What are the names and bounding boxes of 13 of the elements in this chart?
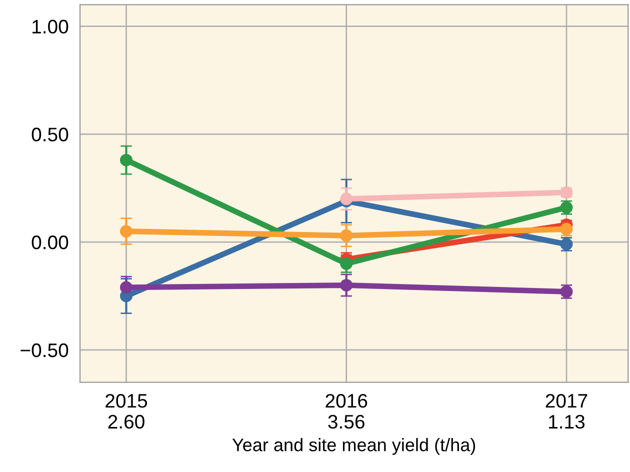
x-tick-label: 2015 2.60 bbox=[106, 394, 148, 429]
point bbox=[120, 154, 132, 166]
point bbox=[340, 229, 353, 242]
point bbox=[120, 281, 132, 294]
y-tick-label: −0.50 bbox=[20, 343, 68, 358]
y-tick-label: 1.00 bbox=[32, 20, 68, 34]
y-tick-label: 0.50 bbox=[32, 128, 68, 142]
x-tick-label: 2017 1.13 bbox=[546, 394, 588, 429]
point bbox=[340, 278, 353, 292]
x-axis-title: Year and site mean yield (t/ha) bbox=[232, 438, 476, 455]
x-tick-label: 2016 3.56 bbox=[326, 394, 368, 429]
y-tick-label: 0.00 bbox=[32, 236, 68, 250]
point bbox=[120, 225, 132, 238]
